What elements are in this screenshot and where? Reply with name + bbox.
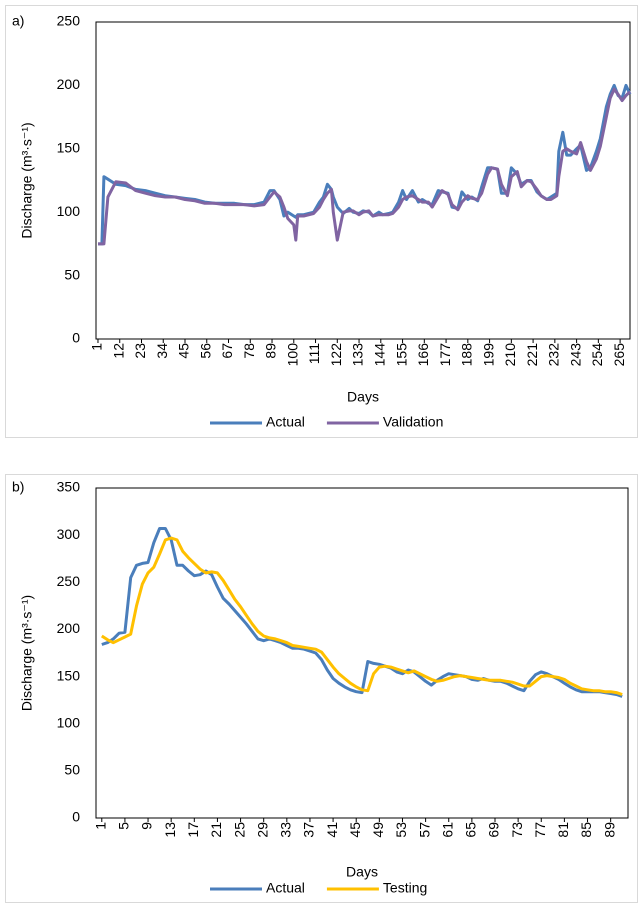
x-tick-label: 61 bbox=[439, 822, 455, 838]
x-tick-label: 166 bbox=[415, 343, 431, 367]
x-tick-label: 73 bbox=[509, 822, 525, 838]
x-tick-label: 221 bbox=[524, 343, 540, 367]
x-tick-label: 85 bbox=[578, 822, 594, 838]
x-tick-label: 37 bbox=[301, 822, 317, 838]
x-tick-label: 67 bbox=[219, 343, 235, 359]
x-tick-label: 77 bbox=[532, 822, 548, 838]
y-tick-label: 250 bbox=[57, 13, 81, 29]
x-axis-title: Days bbox=[347, 389, 379, 405]
y-tick-label: 50 bbox=[64, 266, 80, 282]
x-tick-label: 81 bbox=[555, 822, 571, 838]
legend-label: Actual bbox=[266, 414, 305, 430]
x-tick-label: 89 bbox=[601, 822, 617, 838]
legend-label: Validation bbox=[383, 414, 443, 430]
x-tick-label: 17 bbox=[185, 822, 201, 838]
x-tick-label: 111 bbox=[306, 343, 322, 364]
legend-label: Testing bbox=[383, 880, 427, 896]
x-tick-label: 133 bbox=[350, 343, 366, 367]
x-tick-label: 144 bbox=[372, 343, 388, 367]
panel-label: a) bbox=[12, 13, 24, 29]
x-tick-label: 53 bbox=[393, 822, 409, 838]
y-tick-label: 100 bbox=[57, 714, 81, 730]
y-tick-label: 0 bbox=[72, 330, 80, 346]
x-tick-label: 25 bbox=[231, 822, 247, 838]
series-line bbox=[100, 536, 623, 696]
x-tick-label: 78 bbox=[241, 343, 257, 359]
x-tick-label: 33 bbox=[278, 822, 294, 838]
x-tick-label: 45 bbox=[176, 343, 192, 359]
x-tick-label: 177 bbox=[437, 343, 453, 367]
x-tick-label: 34 bbox=[154, 343, 170, 359]
y-tick-label: 350 bbox=[57, 479, 81, 495]
panel-label: b) bbox=[12, 479, 24, 495]
x-tick-label: 89 bbox=[263, 343, 279, 359]
y-axis-title: Discharge (m³·s⁻¹) bbox=[19, 595, 35, 711]
x-tick-label: 122 bbox=[328, 343, 344, 367]
x-tick-label: 199 bbox=[480, 343, 496, 367]
y-axis-title: Discharge (m³·s⁻¹) bbox=[19, 122, 35, 238]
x-tick-label: 56 bbox=[197, 343, 213, 359]
x-tick-label: 243 bbox=[567, 343, 583, 367]
x-tick-label: 21 bbox=[208, 822, 224, 838]
x-tick-label: 1 bbox=[92, 822, 108, 830]
plot-border bbox=[95, 487, 629, 819]
x-tick-label: 9 bbox=[139, 822, 155, 830]
x-tick-label: 29 bbox=[254, 822, 270, 838]
y-tick-label: 50 bbox=[64, 762, 80, 778]
x-tick-label: 210 bbox=[502, 343, 518, 367]
y-tick-label: 150 bbox=[57, 667, 81, 683]
x-tick-label: 13 bbox=[162, 822, 178, 838]
x-tick-label: 254 bbox=[589, 343, 605, 367]
x-tick-label: 65 bbox=[463, 822, 479, 838]
x-tick-label: 155 bbox=[393, 343, 409, 367]
x-tick-label: 57 bbox=[416, 822, 432, 838]
y-tick-label: 250 bbox=[57, 573, 81, 589]
x-tick-label: 232 bbox=[546, 343, 562, 367]
series-line bbox=[98, 83, 632, 246]
y-tick-label: 0 bbox=[72, 809, 80, 825]
x-tick-label: 49 bbox=[370, 822, 386, 838]
y-tick-label: 100 bbox=[57, 203, 81, 219]
y-tick-label: 200 bbox=[57, 620, 81, 636]
x-tick-label: 45 bbox=[347, 822, 363, 838]
x-tick-label: 5 bbox=[116, 822, 132, 830]
x-tick-label: 23 bbox=[132, 343, 148, 359]
x-tick-label: 1 bbox=[89, 343, 105, 351]
y-tick-label: 300 bbox=[57, 526, 81, 542]
legend-label: Actual bbox=[266, 880, 305, 896]
x-axis-title: Days bbox=[346, 864, 378, 880]
x-tick-label: 265 bbox=[611, 343, 627, 367]
plot-border bbox=[95, 21, 631, 340]
series-line bbox=[101, 527, 623, 698]
x-tick-label: 12 bbox=[110, 343, 126, 359]
series-line bbox=[98, 87, 632, 246]
x-tick-label: 188 bbox=[459, 343, 475, 367]
x-tick-label: 100 bbox=[284, 343, 300, 367]
x-tick-label: 41 bbox=[324, 822, 340, 838]
panel-frame bbox=[5, 5, 638, 438]
y-tick-label: 200 bbox=[57, 76, 81, 92]
x-tick-label: 69 bbox=[486, 822, 502, 838]
y-tick-label: 150 bbox=[57, 140, 81, 156]
